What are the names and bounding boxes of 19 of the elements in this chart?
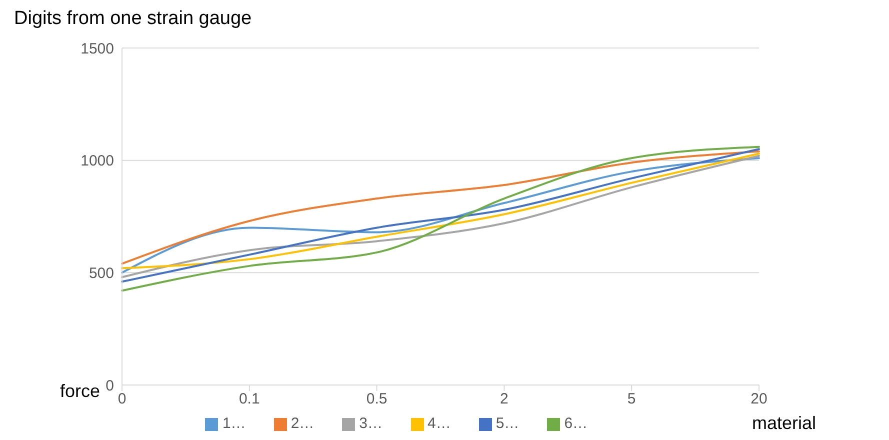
legend-label: 3… (359, 415, 382, 432)
x-tick-label: 20 (750, 390, 768, 408)
y-tick-label: 1500 (80, 40, 114, 58)
legend-label: 5… (496, 415, 520, 432)
chart-title: Digits from one strain gauge (14, 8, 252, 30)
x-tick-label: 5 (627, 390, 636, 408)
y-tick-label: 500 (88, 264, 114, 282)
x-tick-label: 2 (500, 390, 508, 408)
legend-label: 6… (564, 415, 588, 432)
legend-label: 1… (222, 415, 246, 432)
y-tick-label: 1000 (80, 152, 114, 170)
legend-label: 2… (290, 415, 314, 432)
x-tick-label: 0 (118, 390, 126, 408)
legend-title: material (752, 413, 816, 434)
x-tick-label: 0.1 (238, 390, 260, 408)
legend-label: 4… (428, 415, 451, 432)
x-tick-label: 0.5 (366, 390, 388, 408)
x-axis-title: force (60, 381, 100, 402)
y-tick-label: 0 (106, 377, 114, 394)
